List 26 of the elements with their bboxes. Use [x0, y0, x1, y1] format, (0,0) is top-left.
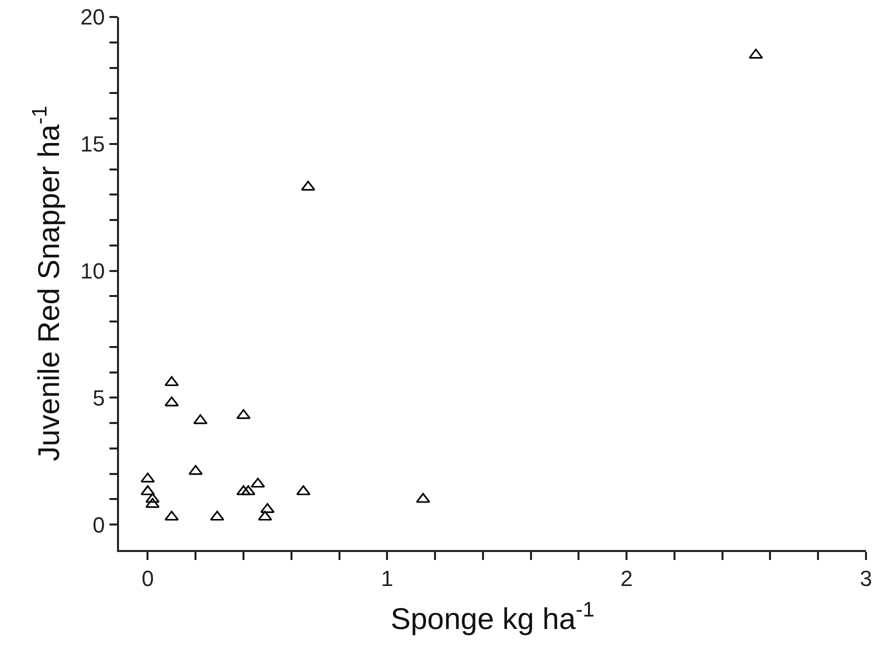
x-tick-label: 3 [860, 566, 872, 592]
point [241, 485, 256, 496]
x-tick-label: 2 [620, 566, 633, 592]
point [164, 396, 179, 406]
point [140, 485, 155, 496]
y-tick-label: 5 [92, 385, 105, 410]
point [193, 414, 208, 424]
point [296, 485, 311, 496]
point [748, 48, 764, 59]
x-tick-label: 0 [142, 566, 154, 592]
point [416, 492, 430, 503]
point [145, 492, 160, 503]
point [164, 510, 179, 521]
x-axis-title: Sponge kg ha$^{-1}$ [390, 598, 594, 636]
point [258, 510, 272, 521]
point [300, 180, 316, 191]
y-tick-label: 15 [80, 132, 105, 157]
y-tick-label: 20 [80, 4, 105, 30]
x-tick-label: 1 [381, 566, 394, 592]
point [210, 510, 224, 521]
point [250, 478, 266, 488]
point [164, 376, 179, 386]
point [236, 409, 251, 420]
y-tick-label: 10 [80, 258, 105, 284]
y-tick-label: 0 [92, 512, 105, 538]
point [236, 485, 251, 496]
